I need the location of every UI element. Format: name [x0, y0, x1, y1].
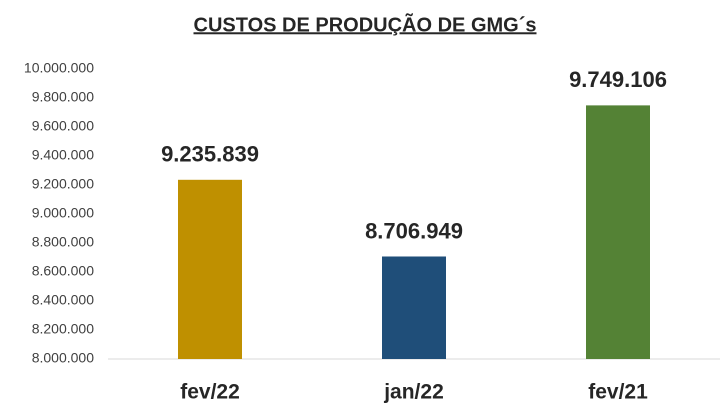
- y-tick-label: 9.800.000: [32, 89, 94, 105]
- value-label: 9.749.106: [569, 67, 667, 92]
- y-tick-label: 10.000.000: [24, 60, 94, 76]
- value-label: 9.235.839: [161, 142, 259, 167]
- value-label: 8.706.949: [365, 218, 463, 243]
- x-tick-label: fev/21: [588, 381, 648, 404]
- bar: [586, 105, 650, 359]
- y-tick-label: 8.400.000: [32, 292, 94, 308]
- y-tick-label: 9.000.000: [32, 205, 94, 221]
- y-tick-label: 8.800.000: [32, 234, 94, 250]
- chart-title: CUSTOS DE PRODUÇÃO DE GMG´s: [194, 13, 537, 36]
- y-tick-label: 8.200.000: [32, 321, 94, 337]
- y-tick-label: 8.000.000: [32, 350, 94, 366]
- y-tick-label: 8.600.000: [32, 263, 94, 279]
- y-tick-label: 9.600.000: [32, 118, 94, 134]
- y-tick-label: 9.400.000: [32, 147, 94, 163]
- x-tick-label: jan/22: [383, 381, 444, 404]
- bar: [382, 256, 446, 359]
- x-tick-label: fev/22: [180, 381, 240, 404]
- bar: [178, 179, 242, 359]
- y-tick-label: 9.200.000: [32, 176, 94, 192]
